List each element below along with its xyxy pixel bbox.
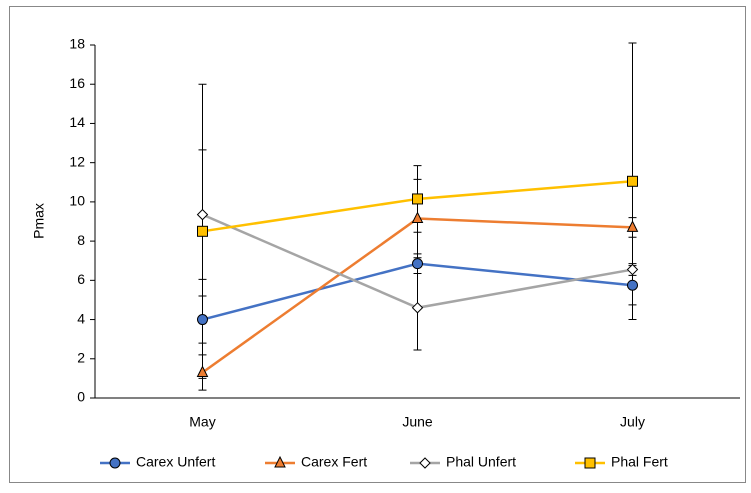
legend-marker — [584, 457, 596, 469]
x-tick-label: June — [402, 414, 433, 430]
data-point — [197, 225, 208, 237]
data-point — [196, 208, 209, 221]
y-tick-label: 14 — [69, 114, 85, 130]
y-tick-label: 12 — [69, 153, 85, 169]
legend-marker — [419, 457, 431, 469]
legend-label: Phal Fert — [611, 454, 668, 470]
legend-marker — [109, 457, 121, 469]
data-point — [627, 175, 638, 187]
chart-border — [9, 6, 746, 483]
data-point — [411, 211, 424, 224]
legend-marker — [274, 455, 286, 468]
y-tick-label: 6 — [77, 271, 85, 287]
data-point — [197, 314, 208, 326]
data-point — [196, 365, 209, 378]
y-tick-label: 8 — [77, 232, 85, 248]
legend-label: Phal Unfert — [446, 454, 516, 470]
y-axis-label: Pmax — [31, 203, 47, 239]
data-point — [626, 220, 639, 232]
x-tick-label: May — [189, 414, 215, 430]
x-tick-label: July — [620, 414, 645, 430]
data-point — [412, 193, 423, 205]
y-tick-label: 16 — [69, 75, 85, 91]
legend-label: Carex Unfert — [136, 454, 215, 470]
y-tick-label: 4 — [77, 310, 85, 326]
legend-label: Carex Fert — [301, 454, 367, 470]
y-tick-label: 2 — [77, 349, 85, 365]
data-point — [627, 279, 638, 291]
y-tick-label: 0 — [77, 389, 85, 405]
data-point — [626, 263, 639, 276]
data-point — [412, 258, 423, 270]
y-tick-label: 10 — [69, 193, 85, 209]
data-point — [411, 302, 424, 314]
y-tick-label: 18 — [69, 36, 85, 52]
